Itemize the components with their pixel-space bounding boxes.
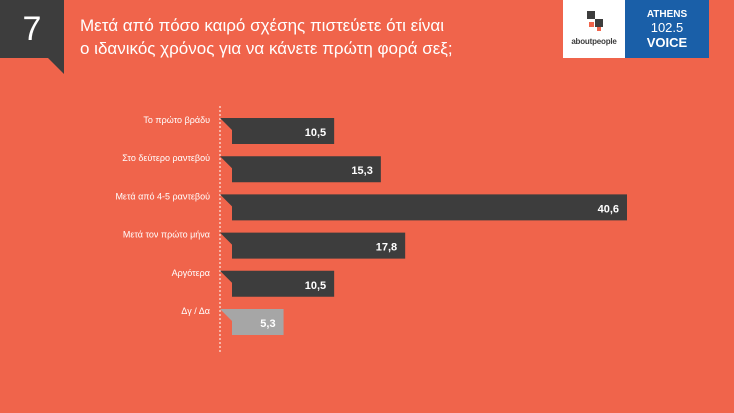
aboutpeople-mark-icon bbox=[587, 11, 603, 31]
value-label: 10,5 bbox=[305, 127, 326, 139]
slide-number: 7 bbox=[22, 9, 42, 48]
title-line-2: ο ιδανικός χρόνος για να κάνετε πρώτη φο… bbox=[80, 39, 453, 58]
question-title: Μετά από πόσο καιρό σχέσης πιστεύετε ότι… bbox=[80, 14, 550, 60]
athens-logo-line-1: ATHENS bbox=[646, 9, 688, 20]
slide-number-fold bbox=[48, 58, 64, 74]
category-label: Δγ / Δα bbox=[181, 306, 210, 316]
value-label: 17,8 bbox=[376, 242, 397, 254]
bar bbox=[220, 232, 406, 259]
aboutpeople-logo: aboutpeople bbox=[563, 0, 625, 58]
value-label: 10,5 bbox=[305, 280, 326, 292]
value-label: 40,6 bbox=[598, 203, 619, 215]
value-label: 15,3 bbox=[351, 165, 372, 177]
category-label: Στο δεύτερο ραντεβού bbox=[122, 153, 210, 163]
category-label: Το πρώτο βράδυ bbox=[143, 115, 210, 125]
bar bbox=[220, 309, 284, 335]
bar bbox=[220, 156, 381, 183]
athens-logo-line-2: 102.5 bbox=[650, 20, 684, 35]
bar bbox=[220, 118, 335, 144]
title-line-1: Μετά από πόσο καιρό σχέσης πιστεύετε ότι… bbox=[80, 16, 445, 35]
athens-logo-line-3: VOICE bbox=[646, 35, 688, 50]
aboutpeople-logo-text: aboutpeople bbox=[571, 37, 617, 46]
category-label: Μετά τον πρώτο μήνα bbox=[123, 230, 210, 240]
bar bbox=[220, 270, 335, 297]
value-label: 5,3 bbox=[260, 318, 275, 330]
athens-voice-logo: ATHENS 102.5 VOICE bbox=[625, 0, 709, 58]
category-label: Μετά από 4-5 ραντεβού bbox=[115, 191, 210, 201]
bar bbox=[220, 194, 627, 221]
slide-number-badge: 7 bbox=[0, 0, 64, 58]
category-label: Αργότερα bbox=[172, 268, 210, 278]
